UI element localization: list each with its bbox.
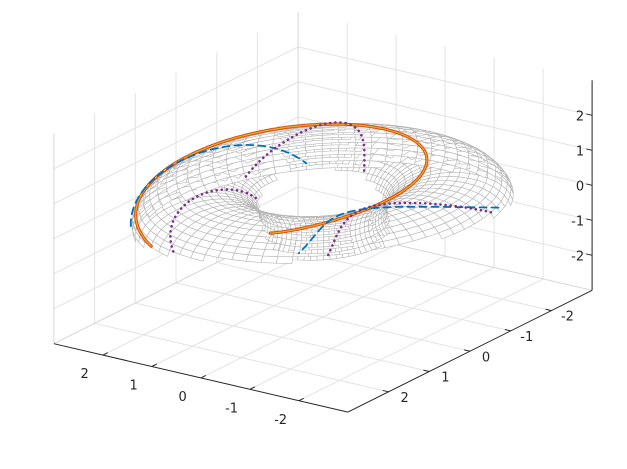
z-tick-label: -2: [571, 249, 584, 264]
y-tick-label: 0: [178, 390, 186, 405]
z-tick: [586, 148, 593, 151]
z-tick-label: 0: [576, 179, 584, 194]
series-curve-dashed: [156, 144, 308, 177]
curve-layer: [129, 121, 500, 258]
z-tick: [586, 113, 593, 116]
z-tick: [586, 253, 593, 256]
y-axis-line: [53, 343, 349, 413]
y-tick: [151, 363, 158, 367]
series-curve-dashed: [129, 174, 159, 228]
mesh-face: [285, 232, 292, 241]
y-tick: [298, 397, 305, 402]
y-tick-label: 1: [129, 379, 137, 394]
torus-surface: [131, 123, 514, 264]
x-tick-label: 2: [401, 391, 409, 406]
z-tick: [586, 218, 593, 221]
y-tick: [102, 352, 109, 356]
x-tick-label: 1: [441, 371, 449, 386]
x-tick: [504, 329, 511, 332]
x-tick: [382, 389, 389, 393]
x-tick-label: -2: [561, 310, 574, 325]
x-tick-label: 0: [482, 350, 490, 365]
series-curve-dotted: [244, 121, 348, 178]
mesh-face: [262, 249, 280, 257]
y-tick: [249, 386, 256, 390]
z-tick-label: 2: [576, 109, 584, 124]
x-tick: [464, 349, 471, 352]
y-tick-label: -2: [274, 413, 287, 428]
mesh-face: [260, 255, 278, 264]
series-curve-dotted: [326, 201, 493, 258]
x-tick-label: -1: [520, 330, 533, 345]
z-tick: [586, 183, 593, 186]
axis-layer: [53, 80, 593, 413]
z-tick-label: 1: [576, 144, 584, 159]
series-curve-solid-highlight: [135, 123, 428, 247]
series-curve-dotted: [169, 188, 260, 253]
z-tick-label: -1: [571, 214, 584, 229]
y-tick-label: -1: [225, 401, 238, 416]
x-tick: [545, 308, 552, 312]
y-tick: [200, 375, 207, 379]
x-tick: [423, 369, 430, 372]
mesh-face: [275, 256, 294, 264]
series-curve-dotted: [344, 121, 366, 174]
grid-layer: [53, 11, 593, 402]
y-tick-label: 2: [80, 367, 88, 382]
mesh-face: [314, 215, 324, 217]
tick-label-layer: -2 -1 0 1 2 2 1 0 -1 -2 2 1 0 -1 -2: [80, 109, 584, 428]
mesh-face: [448, 172, 461, 178]
